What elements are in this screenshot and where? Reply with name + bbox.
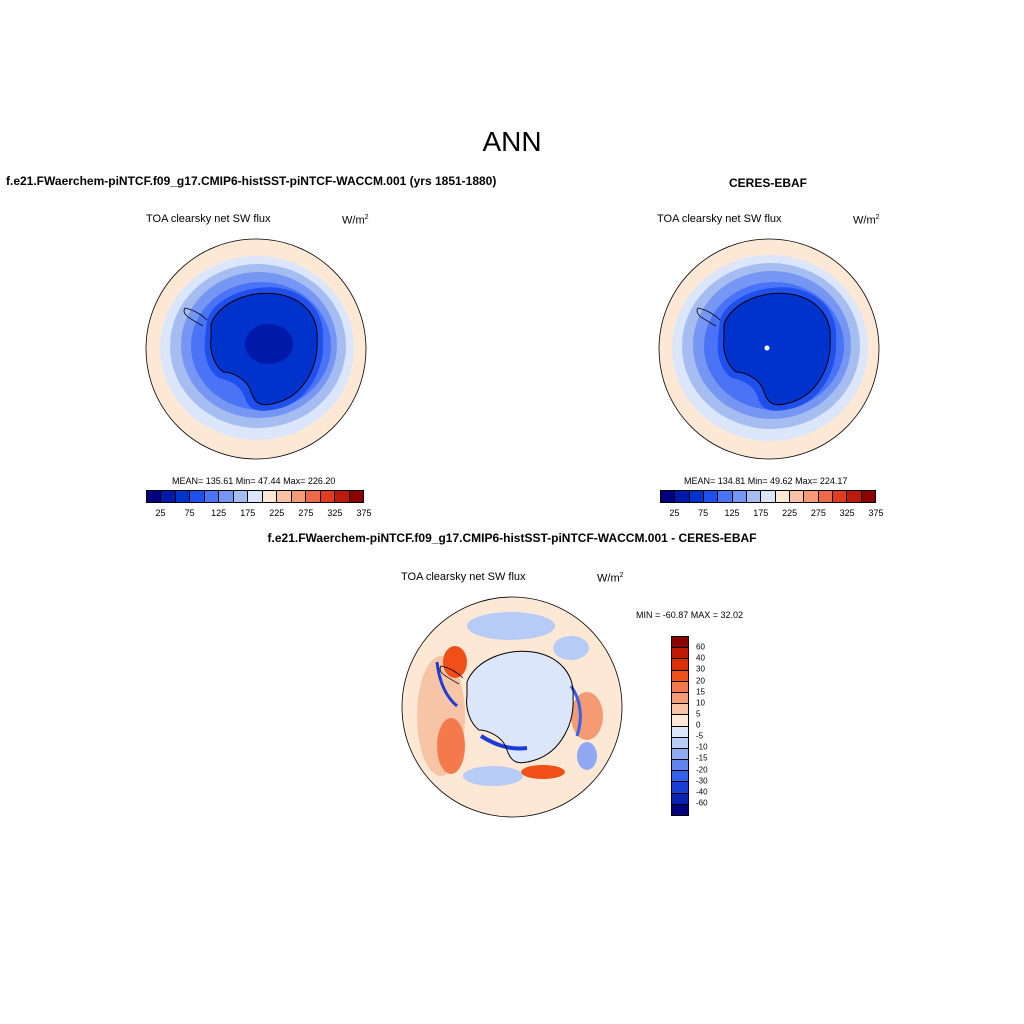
colorbar-tick-label: -10	[696, 742, 708, 752]
colorbar-swatch	[161, 491, 176, 502]
colorbar-swatch	[672, 726, 688, 738]
colorbar-tick-label: -5	[696, 731, 704, 741]
obs-units-label: W/m2	[853, 214, 880, 227]
model-colorbar: 25 75 125 175 225 275 325 375	[146, 490, 372, 518]
colorbar-swatch	[672, 681, 688, 693]
colorbar-tick-label: 15	[696, 687, 705, 697]
colorbar-tick-label: 225	[782, 508, 798, 518]
colorbar-swatch	[675, 491, 690, 502]
colorbar-swatch	[262, 491, 278, 502]
colorbar-swatch	[672, 670, 688, 682]
model-panel-title: f.e21.FWaerchem-piNTCF.f09_g17.CMIP6-his…	[6, 174, 497, 188]
colorbar-tick-label: 125	[724, 508, 740, 518]
colorbar-swatch	[832, 491, 848, 502]
obs-polar-map	[658, 238, 880, 460]
diff-units-label: W/m2	[597, 572, 624, 585]
obs-variable-label: TOA clearsky net SW flux	[657, 213, 782, 225]
colorbar-swatch	[672, 771, 688, 783]
diff-polar-map	[401, 596, 623, 818]
colorbar-swatch	[672, 793, 688, 805]
colorbar-tick-label: 75	[184, 508, 195, 518]
colorbar-tick-label: 175	[753, 508, 769, 518]
obs-colorbar: 25 75 125 175 225 275 325 375	[660, 490, 884, 518]
diff-colorbar	[671, 636, 689, 816]
diff-panel-title: f.e21.FWaerchem-piNTCF.f09_g17.CMIP6-his…	[267, 531, 757, 545]
colorbar-swatch	[306, 491, 321, 502]
colorbar-swatch	[789, 491, 805, 502]
colorbar-swatch	[277, 491, 292, 502]
colorbar-swatch	[689, 491, 704, 502]
colorbar-swatch	[175, 491, 191, 502]
colorbar-tick-label: 5	[696, 709, 701, 719]
colorbar-tick-label: 25	[155, 508, 166, 518]
colorbar-tick-label: 275	[298, 508, 314, 518]
model-units-label: W/m2	[342, 214, 369, 227]
colorbar-tick-label: 30	[696, 664, 705, 674]
colorbar-swatch	[861, 491, 875, 502]
diff-stats: MIN = -60.87 MAX = 32.02	[636, 610, 744, 620]
colorbar-swatch	[775, 491, 790, 502]
colorbar-swatch	[847, 491, 862, 502]
colorbar-swatch	[335, 491, 350, 502]
colorbar-swatch	[672, 737, 688, 749]
colorbar-tick-label: 40	[696, 653, 705, 663]
colorbar-tick-label: -30	[696, 776, 708, 786]
colorbar-tick-label: -60	[696, 798, 708, 808]
colorbar-tick-label: 60	[696, 642, 705, 652]
colorbar-tick-label: -40	[696, 787, 708, 797]
model-polar-map	[145, 238, 367, 460]
model-stats: MEAN= 135.61 Min= 47.44 Max= 226.20	[172, 476, 336, 486]
colorbar-tick-label: 225	[269, 508, 285, 518]
colorbar-swatch	[718, 491, 733, 502]
colorbar-tick-label: 325	[839, 508, 855, 518]
obs-panel-title: CERES-EBAF	[729, 176, 808, 190]
colorbar-swatch	[703, 491, 719, 502]
colorbar-tick-label: -15	[696, 753, 708, 763]
colorbar-tick-label: -20	[696, 765, 708, 774]
colorbar-swatch	[672, 637, 688, 649]
model-variable-label: TOA clearsky net SW flux	[146, 213, 271, 225]
colorbar-tick-label: 375	[356, 508, 372, 518]
colorbar-swatch	[190, 491, 205, 502]
colorbar-tick-label: 125	[211, 508, 227, 518]
colorbar-swatch	[672, 659, 688, 671]
colorbar-swatch	[661, 491, 676, 502]
colorbar-swatch	[672, 760, 688, 772]
colorbar-swatch	[349, 491, 364, 502]
diff-colorbar-ticks: 60 40 30 20 15 10 5 0 -5 -10 -15 -20 -30 -40 -60	[696, 636, 1024, 814]
colorbar-swatch	[818, 491, 833, 502]
colorbar-tick-label: 10	[696, 698, 705, 708]
colorbar-tick-label: 25	[669, 508, 680, 518]
colorbar-swatch	[291, 491, 307, 502]
colorbar-swatch	[761, 491, 776, 502]
colorbar-tick-label: 275	[810, 508, 826, 518]
colorbar-swatch	[672, 704, 688, 716]
obs-stats: MEAN= 134.81 Min= 49.62 Max= 224.17	[684, 476, 848, 486]
colorbar-tick-label: 75	[698, 508, 709, 518]
diff-variable-label: TOA clearsky net SW flux	[401, 571, 526, 583]
colorbar-tick-label: 0	[696, 720, 701, 730]
colorbar-swatch	[672, 782, 688, 794]
colorbar-swatch	[804, 491, 819, 502]
colorbar-swatch	[672, 748, 688, 761]
colorbar-tick-label: 375	[868, 508, 884, 518]
colorbar-swatch	[672, 715, 688, 727]
colorbar-swatch	[672, 648, 688, 660]
colorbar-swatch	[233, 491, 249, 502]
colorbar-tick-label: 175	[240, 508, 256, 518]
colorbar-swatch	[732, 491, 747, 502]
colorbar-swatch	[746, 491, 762, 502]
colorbar-swatch	[672, 804, 688, 815]
colorbar-tick-label: 325	[327, 508, 343, 518]
main-title: ANN	[482, 126, 542, 157]
colorbar-swatch	[204, 491, 220, 502]
colorbar-swatch	[248, 491, 263, 502]
colorbar-swatch	[320, 491, 336, 502]
colorbar-swatch	[672, 692, 688, 705]
colorbar-swatch	[219, 491, 234, 502]
colorbar-swatch	[147, 491, 162, 502]
colorbar-tick-label: 20	[696, 676, 705, 685]
